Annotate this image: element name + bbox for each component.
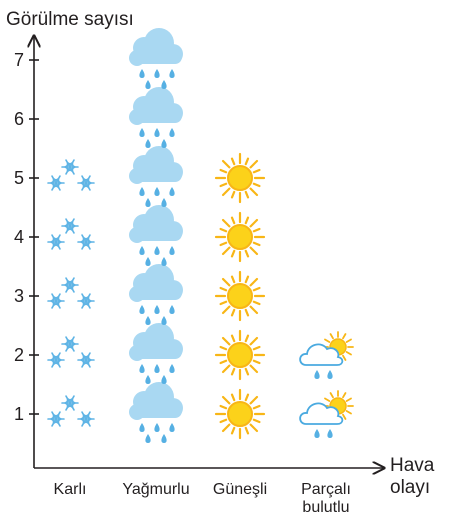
sun-icon	[214, 388, 266, 440]
category-label: bulutlu	[302, 499, 349, 516]
snowflake-cluster-icon	[47, 336, 95, 368]
snowflake-cluster-icon	[47, 395, 95, 427]
partly-cloudy-icon	[299, 331, 354, 379]
snowflake-cluster-icon	[47, 218, 95, 250]
y-axis-title: Görülme sayısı	[6, 9, 134, 30]
rain-cloud-icon	[129, 382, 183, 443]
partly-cloudy-icon	[299, 390, 354, 438]
snowflake-cluster-icon	[47, 159, 95, 191]
pictograph-icons	[47, 28, 354, 443]
sun-icon	[214, 152, 266, 204]
category-label: Karlı	[54, 481, 87, 498]
rain-cloud-icon	[129, 323, 183, 384]
category-label: Parçalı	[301, 481, 351, 498]
sun-icon	[214, 270, 266, 322]
rain-cloud-icon	[129, 146, 183, 207]
rain-cloud-icon	[129, 264, 183, 325]
snowflake-cluster-icon	[47, 277, 95, 309]
rain-cloud-icon	[129, 28, 183, 89]
y-tick-label: 6	[14, 109, 24, 129]
y-tick-label: 7	[14, 50, 24, 70]
rain-cloud-icon	[129, 205, 183, 266]
y-tick-label: 3	[14, 286, 24, 306]
y-tick-label: 4	[14, 227, 24, 247]
y-tick-label: 2	[14, 345, 24, 365]
x-axis-title-line1: Hava	[390, 455, 435, 476]
sun-icon	[214, 329, 266, 381]
y-tick-label: 5	[14, 168, 24, 188]
sun-icon	[214, 211, 266, 263]
category-label: Güneşli	[213, 481, 267, 498]
rain-cloud-icon	[129, 87, 183, 148]
x-axis-title-line2: olayı	[390, 477, 430, 498]
y-axis-ticks: 1 2 3 4 5 6 7	[14, 50, 39, 424]
category-label: Yağmurlu	[122, 481, 189, 498]
y-tick-label: 1	[14, 404, 24, 424]
